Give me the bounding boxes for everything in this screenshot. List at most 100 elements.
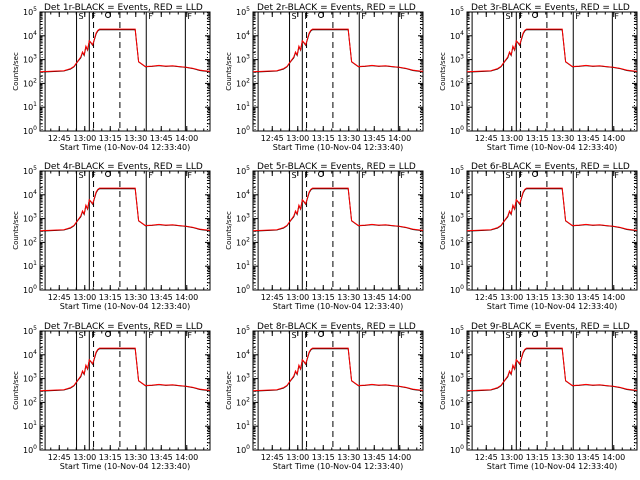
series-events-line — [39, 29, 211, 73]
marker-flag-label: F — [148, 331, 153, 340]
y-axis-label: Counts/sec — [12, 371, 20, 410]
x-tick-label: 13:45 — [577, 134, 600, 143]
y-tick-label: 104 — [23, 349, 37, 360]
marker-flag-label: F — [91, 171, 96, 180]
series-lld-line — [466, 187, 638, 232]
marker-circle — [532, 171, 538, 177]
chart-panel-1: Det 1r-BLACK = Events, RED = LLD 100 101 10… — [12, 3, 211, 152]
y-axis-label: Counts/sec — [225, 52, 233, 91]
marker-circle — [318, 12, 324, 18]
y-tick-label: 101 — [23, 420, 37, 431]
chart-panel-6: Det 6r-BLACK = Events, RED = LLD 100 101 10… — [439, 162, 638, 311]
marker-flag-label: F — [304, 331, 309, 340]
y-tick-label: 105 — [236, 325, 250, 336]
marker-flag-label: F — [91, 331, 96, 340]
y-tick-label: 101 — [23, 101, 37, 112]
x-tick-label: 14:00 — [388, 293, 411, 302]
marker-flag-label: F — [187, 171, 192, 180]
y-axis-label: Counts/sec — [12, 211, 20, 250]
x-tick-label: 14:00 — [602, 293, 625, 302]
marker-flag-label: S — [79, 331, 84, 340]
y-tick-label: 102 — [450, 236, 464, 247]
chart-panel-4: Det 4r-BLACK = Events, RED = LLD 100 101 10… — [12, 162, 211, 311]
y-tick-label: 105 — [23, 165, 37, 176]
x-axis-label: Start Time (10-Nov-04 12:33:40) — [60, 302, 190, 311]
x-tick-label: 13:30 — [551, 293, 574, 302]
y-tick-label: 105 — [23, 6, 37, 17]
marker-flag-label: F — [518, 12, 523, 21]
x-tick-label: 14:00 — [175, 293, 198, 302]
y-tick-label: 101 — [450, 260, 464, 271]
x-tick-label: 13:30 — [124, 453, 147, 462]
y-tick-label: 103 — [450, 54, 464, 65]
y-tick-label: 103 — [236, 54, 250, 65]
y-tick-label: 105 — [450, 325, 464, 336]
y-tick-label: 104 — [23, 30, 37, 41]
y-tick-label: 104 — [236, 189, 250, 200]
y-axis-label: Counts/sec — [439, 52, 447, 91]
y-tick-label: 101 — [236, 420, 250, 431]
marker-circle — [532, 12, 538, 18]
series-lld-line — [39, 187, 211, 232]
x-tick-label: 13:00 — [286, 293, 309, 302]
marker-flag-label: F — [614, 331, 619, 340]
x-axis-label: Start Time (10-Nov-04 12:33:40) — [60, 462, 190, 471]
x-tick-label: 14:00 — [388, 134, 411, 143]
x-tick-label: 14:00 — [388, 453, 411, 462]
x-tick-label: 13:45 — [150, 453, 173, 462]
x-tick-label: 14:00 — [175, 453, 198, 462]
panel-title: Det 6r-BLACK = Events, RED = LLD — [471, 162, 630, 172]
y-tick-label: 101 — [23, 260, 37, 271]
y-tick-label: 101 — [450, 101, 464, 112]
y-tick-label: 103 — [23, 373, 37, 384]
x-axis-label: Start Time (10-Nov-04 12:33:40) — [273, 462, 403, 471]
series-lld-line — [466, 28, 638, 73]
x-tick-label: 13:30 — [124, 293, 147, 302]
series-lld-line — [252, 347, 424, 392]
panel-title: Det 7r-BLACK = Events, RED = LLD — [44, 322, 203, 332]
y-tick-label: 105 — [236, 165, 250, 176]
x-tick-label: 13:30 — [124, 134, 147, 143]
panel-title: Det 3r-BLACK = Events, RED = LLD — [471, 3, 630, 13]
y-tick-label: 102 — [23, 77, 37, 88]
y-tick-label: 102 — [450, 77, 464, 88]
y-axis-label: Counts/sec — [439, 211, 447, 250]
y-tick-label: 104 — [236, 30, 250, 41]
x-tick-label: 13:15 — [312, 134, 335, 143]
x-axis-label: Start Time (10-Nov-04 12:33:40) — [273, 302, 403, 311]
y-tick-label: 105 — [450, 6, 464, 17]
x-tick-label: 13:30 — [337, 293, 360, 302]
x-tick-label: 12:45 — [48, 134, 71, 143]
x-tick-label: 14:00 — [175, 134, 198, 143]
panel-title: Det 4r-BLACK = Events, RED = LLD — [44, 162, 203, 172]
marker-flag-label: F — [304, 12, 309, 21]
series-events-line — [252, 29, 424, 73]
marker-flag-label: F — [361, 171, 366, 180]
series-events-line — [466, 188, 638, 232]
y-tick-label: 100 — [450, 444, 464, 455]
marker-flag-label: S — [506, 331, 511, 340]
x-tick-label: 13:30 — [337, 134, 360, 143]
marker-flag-label: F — [575, 12, 580, 21]
x-tick-label: 13:00 — [500, 293, 523, 302]
x-tick-label: 13:30 — [551, 453, 574, 462]
series-events-line — [466, 29, 638, 73]
y-tick-label: 100 — [236, 125, 250, 136]
chart-panel-8: Det 8r-BLACK = Events, RED = LLD 100 101 10… — [225, 322, 424, 471]
marker-flag-label: F — [187, 331, 192, 340]
y-tick-label: 105 — [450, 165, 464, 176]
marker-circle — [318, 331, 324, 337]
x-tick-label: 13:15 — [99, 134, 122, 143]
marker-circle — [105, 12, 111, 18]
chart-panel-3: Det 3r-BLACK = Events, RED = LLD 100 101 10… — [439, 3, 638, 152]
panel-title: Det 2r-BLACK = Events, RED = LLD — [257, 3, 416, 13]
x-tick-label: 12:45 — [48, 453, 71, 462]
marker-flag-label: F — [400, 12, 405, 21]
y-tick-label: 102 — [236, 236, 250, 247]
x-tick-label: 13:00 — [73, 134, 96, 143]
series-events-line — [39, 188, 211, 232]
x-axis-label: Start Time (10-Nov-04 12:33:40) — [273, 143, 403, 152]
chart-panel-7: Det 7r-BLACK = Events, RED = LLD 100 101 10… — [12, 322, 211, 471]
panel-title: Det 8r-BLACK = Events, RED = LLD — [257, 322, 416, 332]
x-tick-label: 13:45 — [363, 134, 386, 143]
